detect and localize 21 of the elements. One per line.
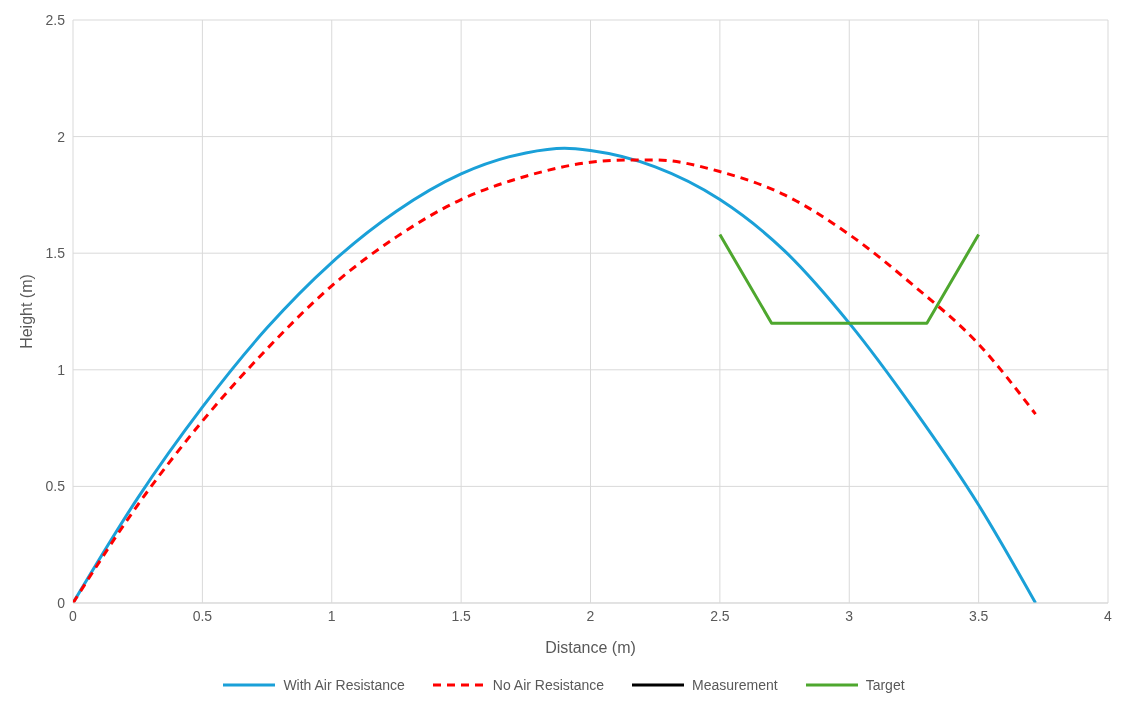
y-tick-label: 1 xyxy=(57,361,66,378)
x-tick-label: 4 xyxy=(1104,607,1113,624)
x-tick-label: 1.5 xyxy=(451,607,472,624)
x-tick-label: 3.5 xyxy=(968,607,989,624)
x-tick-label: 3 xyxy=(845,607,854,624)
y-tick-label: 2 xyxy=(57,128,66,145)
x-tick-label: 1 xyxy=(327,607,336,624)
legend-label: Measurement xyxy=(692,677,778,693)
y-tick-label: 1.5 xyxy=(45,245,66,262)
y-tick-label: 2.5 xyxy=(45,11,66,28)
legend-label: With Air Resistance xyxy=(283,677,405,693)
x-axis-title: Distance (m) xyxy=(545,639,636,656)
y-tick-label: 0.5 xyxy=(45,478,66,495)
legend-label: No Air Resistance xyxy=(492,677,605,693)
x-tick-label: 0.5 xyxy=(192,607,213,624)
x-tick-label: 2 xyxy=(586,607,595,624)
y-tick-label: 0 xyxy=(57,594,66,611)
x-tick-label: 0 xyxy=(69,607,78,624)
x-tick-label: 2.5 xyxy=(710,607,730,624)
legend-label: Target xyxy=(865,677,905,693)
y-axis-title: Height (m) xyxy=(17,274,35,349)
